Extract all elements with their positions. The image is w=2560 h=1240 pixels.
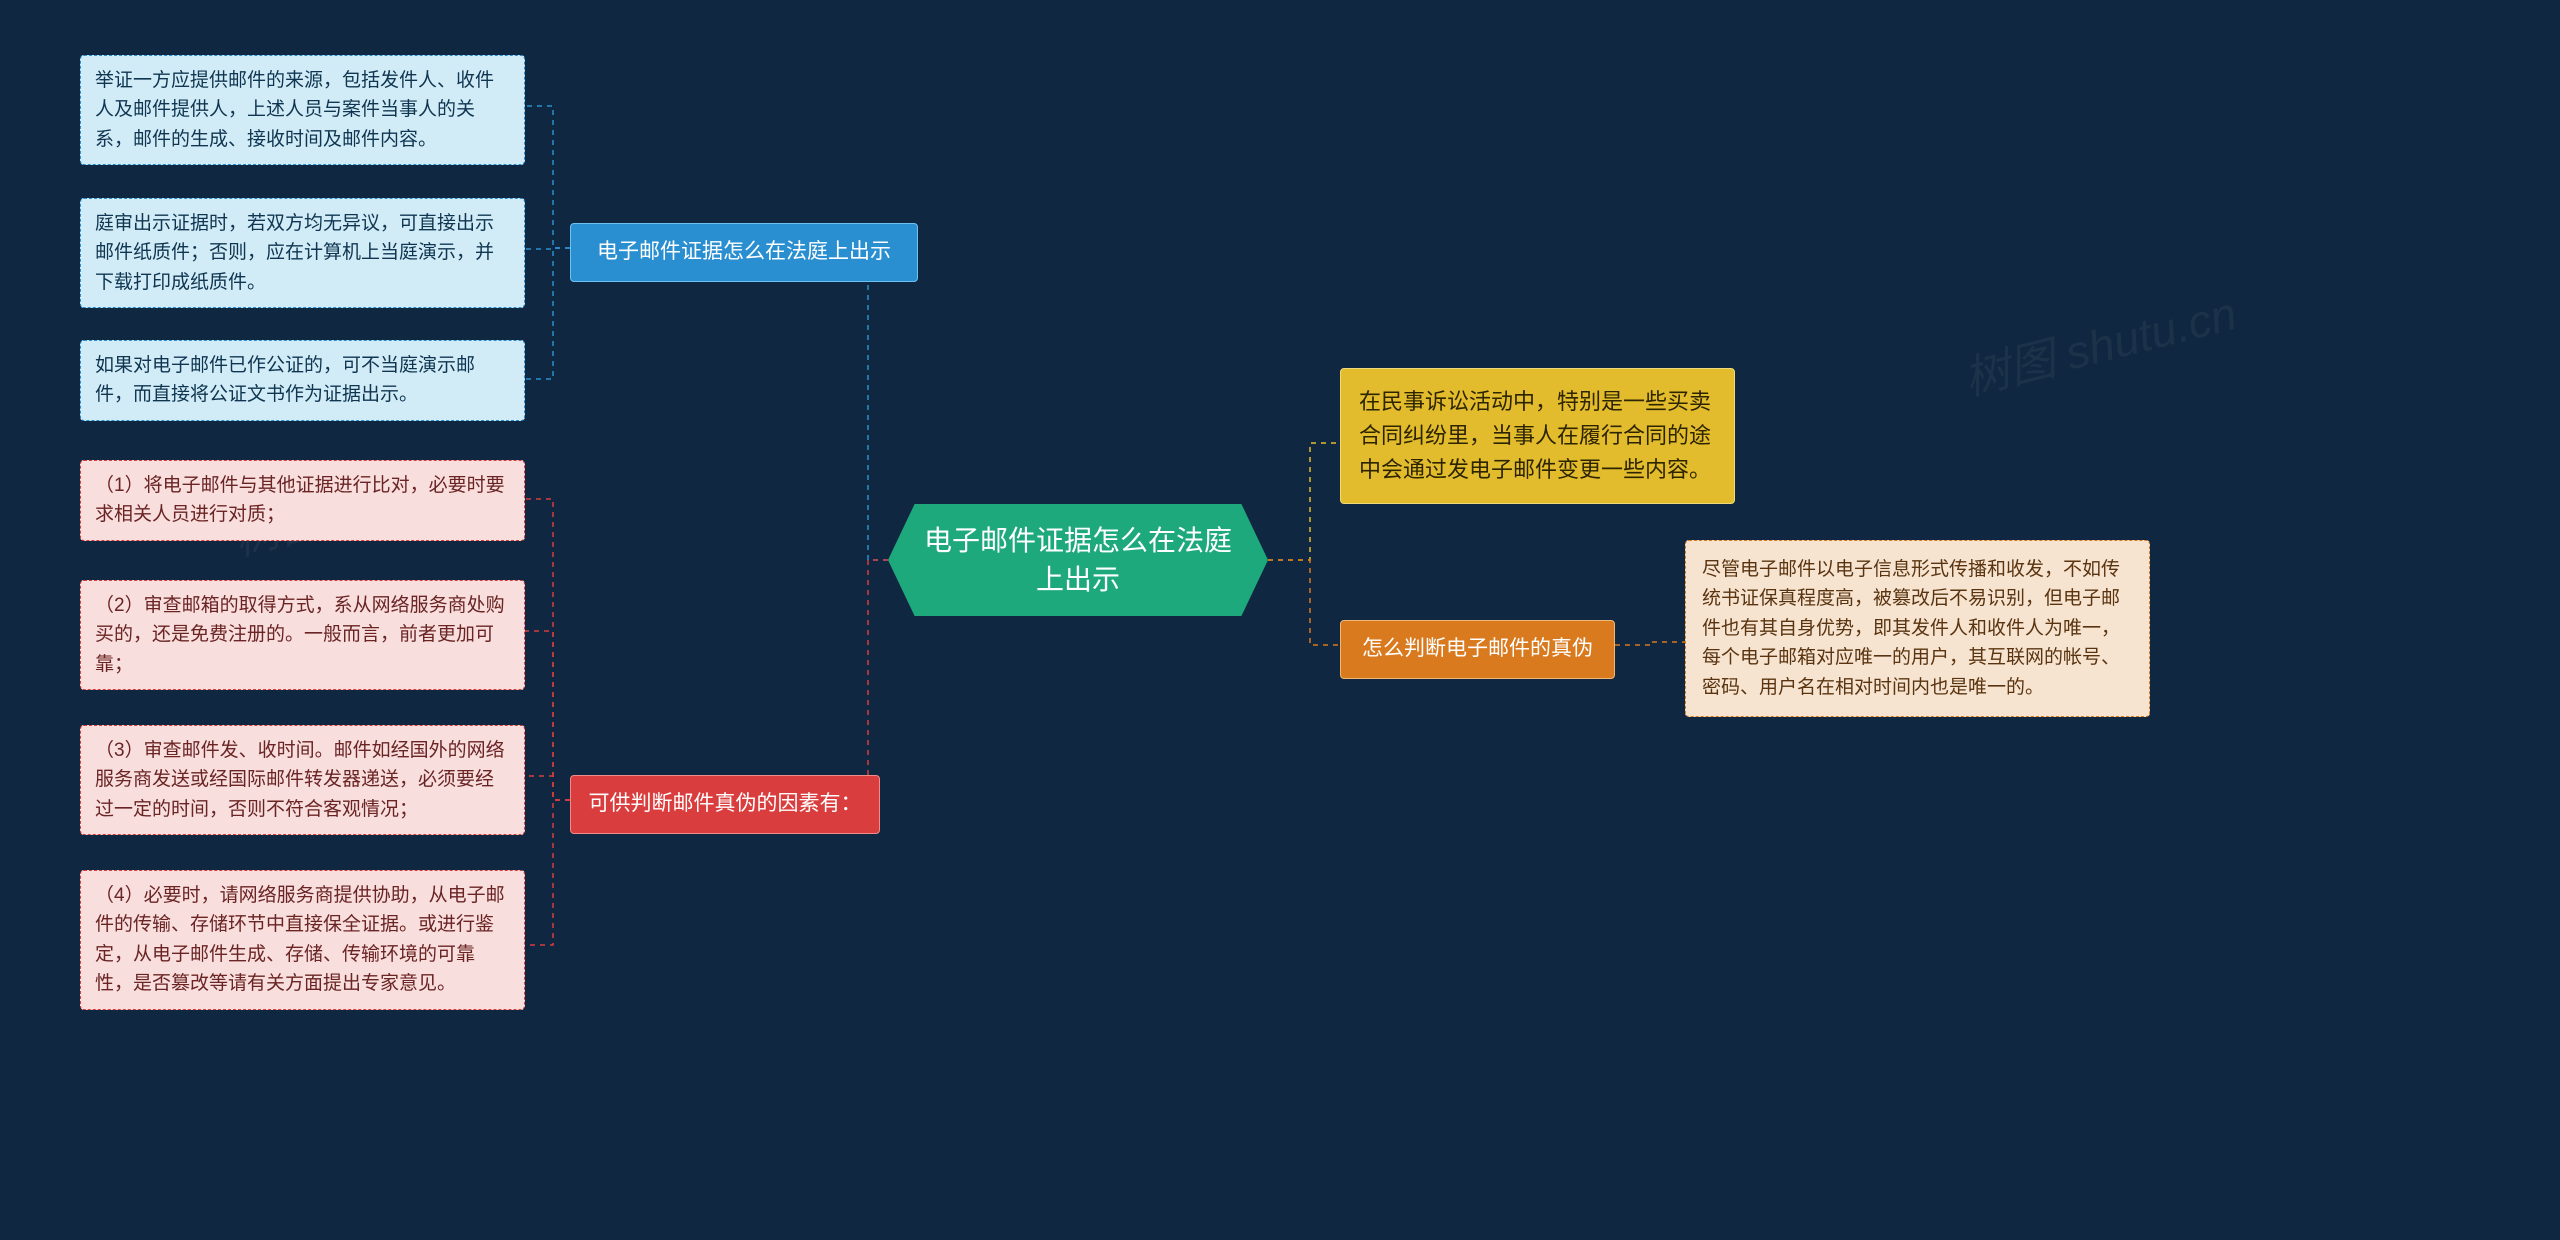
branch-label: 怎么判断电子邮件的真伪 xyxy=(1362,637,1593,660)
leaf-civil-litigation[interactable]: 在民事诉讼活动中，特别是一些买卖合同纠纷里，当事人在履行合同的途中会通过发电子邮… xyxy=(1340,368,1735,504)
central-label: 电子邮件证据怎么在法庭 上出示 xyxy=(924,521,1232,599)
leaf-provider-assist[interactable]: （4）必要时，请网络服务商提供协助，从电子邮件的传输、存储环节中直接保全证据。或… xyxy=(80,870,525,1010)
branch-label: 可供判断邮件真伪的因素有： xyxy=(589,792,862,815)
central-node[interactable]: 电子邮件证据怎么在法庭 上出示 xyxy=(888,504,1268,616)
leaf-source[interactable]: 举证一方应提供邮件的来源，包括发件人、收件人及邮件提供人，上述人员与案件当事人的… xyxy=(80,55,525,165)
leaf-mailbox-source[interactable]: （2）审查邮箱的取得方式，系从网络服务商处购买的，还是免费注册的。一般而言，前者… xyxy=(80,580,525,690)
leaf-compare[interactable]: （1）将电子邮件与其他证据进行比对，必要时要求相关人员进行对质； xyxy=(80,460,525,541)
leaf-text: 如果对电子邮件已作公证的，可不当庭演示邮件，而直接将公证文书作为证据出示。 xyxy=(95,355,475,405)
branch-label: 电子邮件证据怎么在法庭上出示 xyxy=(597,240,891,263)
leaf-text: （2）审查邮箱的取得方式，系从网络服务商处购买的，还是免费注册的。一般而言，前者… xyxy=(95,595,505,675)
leaf-notarized[interactable]: 如果对电子邮件已作公证的，可不当庭演示邮件，而直接将公证文书作为证据出示。 xyxy=(80,340,525,421)
leaf-text: 尽管电子邮件以电子信息形式传播和收发，不如传统书证保真程度高，被篡改后不易识别，… xyxy=(1702,559,2120,698)
leaf-text: （3）审查邮件发、收时间。邮件如经国外的网络服务商发送或经国际邮件转发器递送，必… xyxy=(95,740,505,820)
leaf-court-display[interactable]: 庭审出示证据时，若双方均无异议，可直接出示邮件纸质件；否则，应在计算机上当庭演示… xyxy=(80,198,525,308)
leaf-text: 庭审出示证据时，若双方均无异议，可直接出示邮件纸质件；否则，应在计算机上当庭演示… xyxy=(95,213,494,293)
mindmap-canvas: 树图 shutu.cn 树图 shutu.cn 电子邮件证据怎么在法庭 上出示 … xyxy=(0,0,2560,1240)
branch-authenticity-factors[interactable]: 可供判断邮件真伪的因素有： xyxy=(570,775,880,834)
branch-judge-authenticity[interactable]: 怎么判断电子邮件的真伪 xyxy=(1340,620,1615,679)
watermark: 树图 shutu.cn xyxy=(1956,277,2242,408)
leaf-text: （1）将电子邮件与其他证据进行比对，必要时要求相关人员进行对质； xyxy=(95,475,505,525)
leaf-send-time[interactable]: （3）审查邮件发、收时间。邮件如经国外的网络服务商发送或经国际邮件转发器递送，必… xyxy=(80,725,525,835)
leaf-email-properties[interactable]: 尽管电子邮件以电子信息形式传播和收发，不如传统书证保真程度高，被篡改后不易识别，… xyxy=(1685,540,2150,717)
branch-presentation[interactable]: 电子邮件证据怎么在法庭上出示 xyxy=(570,223,918,282)
leaf-text: （4）必要时，请网络服务商提供协助，从电子邮件的传输、存储环节中直接保全证据。或… xyxy=(95,885,505,994)
leaf-text: 在民事诉讼活动中，特别是一些买卖合同纠纷里，当事人在履行合同的途中会通过发电子邮… xyxy=(1359,389,1711,482)
leaf-text: 举证一方应提供邮件的来源，包括发件人、收件人及邮件提供人，上述人员与案件当事人的… xyxy=(95,70,494,150)
